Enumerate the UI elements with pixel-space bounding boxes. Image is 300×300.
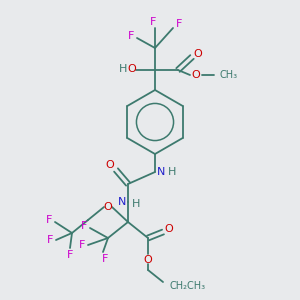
Text: F: F xyxy=(128,31,134,41)
Text: O: O xyxy=(103,202,112,212)
Text: O: O xyxy=(165,224,173,234)
Text: H: H xyxy=(168,167,176,177)
Text: O: O xyxy=(194,49,202,59)
Text: F: F xyxy=(79,240,85,250)
Text: F: F xyxy=(46,215,52,225)
Text: O: O xyxy=(106,160,114,170)
Text: CH₃: CH₃ xyxy=(220,70,238,80)
Text: O: O xyxy=(128,64,136,74)
Text: F: F xyxy=(47,235,53,245)
Text: N: N xyxy=(157,167,165,177)
Text: N: N xyxy=(118,197,126,207)
Text: F: F xyxy=(176,19,182,29)
Text: O: O xyxy=(144,255,152,265)
Text: H: H xyxy=(132,199,140,209)
Text: H: H xyxy=(119,64,127,74)
Text: O: O xyxy=(192,70,200,80)
Text: F: F xyxy=(81,221,87,231)
Text: CH₂CH₃: CH₂CH₃ xyxy=(170,281,206,291)
Text: F: F xyxy=(67,250,73,260)
Text: F: F xyxy=(150,17,156,27)
Text: F: F xyxy=(102,254,108,264)
